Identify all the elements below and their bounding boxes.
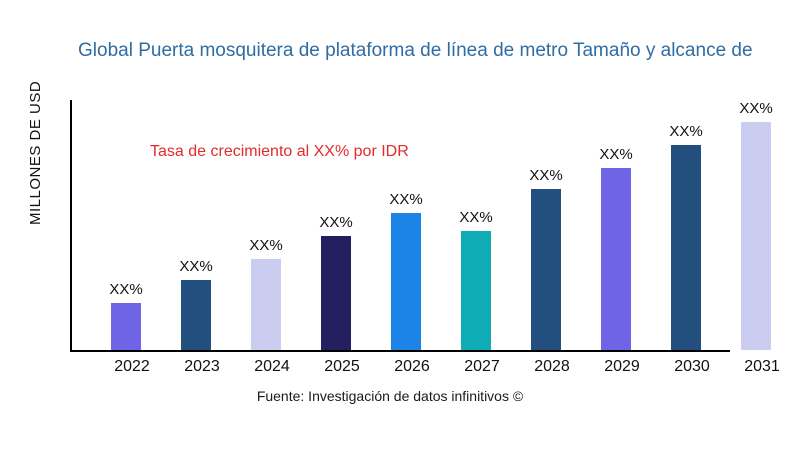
bar-2026 — [391, 213, 421, 350]
x-tick-2025: 2025 — [324, 358, 360, 375]
bar-value-label-2029: XX% — [599, 146, 633, 163]
bar-value-label-2030: XX% — [669, 123, 703, 140]
bar-2023 — [181, 280, 211, 350]
bar-2029 — [601, 168, 631, 350]
y-axis-line — [70, 100, 72, 351]
bar-2022 — [111, 303, 141, 350]
x-tick-2027: 2027 — [464, 358, 500, 375]
chart-title: Global Puerta mosquitera de plataforma d… — [78, 40, 753, 61]
x-tick-2026: 2026 — [394, 358, 430, 375]
bar-2027 — [461, 231, 491, 350]
bar-value-label-2028: XX% — [529, 167, 563, 184]
x-tick-2022: 2022 — [114, 358, 150, 375]
bar-2025 — [321, 236, 351, 350]
bar-2031 — [741, 122, 771, 350]
bar-value-label-2025: XX% — [319, 214, 353, 231]
bar-value-label-2024: XX% — [249, 237, 283, 254]
x-tick-2031: 2031 — [744, 358, 780, 375]
x-axis-line — [70, 350, 730, 352]
bar-2024 — [251, 259, 281, 350]
x-tick-2023: 2023 — [184, 358, 220, 375]
x-tick-2030: 2030 — [674, 358, 710, 375]
x-tick-2024: 2024 — [254, 358, 290, 375]
bar-value-label-2023: XX% — [179, 258, 213, 275]
bar-2028 — [531, 189, 561, 350]
x-tick-2028: 2028 — [534, 358, 570, 375]
bar-value-label-2026: XX% — [389, 191, 423, 208]
bar-value-label-2031: XX% — [739, 100, 773, 117]
bar-value-label-2022: XX% — [109, 281, 143, 298]
bar-value-label-2027: XX% — [459, 209, 493, 226]
x-tick-2029: 2029 — [604, 358, 640, 375]
growth-rate-annotation: Tasa de crecimiento al XX% por IDR — [150, 143, 409, 160]
source-note: Fuente: Investigación de datos infinitiv… — [256, 388, 524, 404]
y-axis-label: MILLONES DE USD — [27, 80, 44, 225]
bar-2030 — [671, 145, 701, 350]
